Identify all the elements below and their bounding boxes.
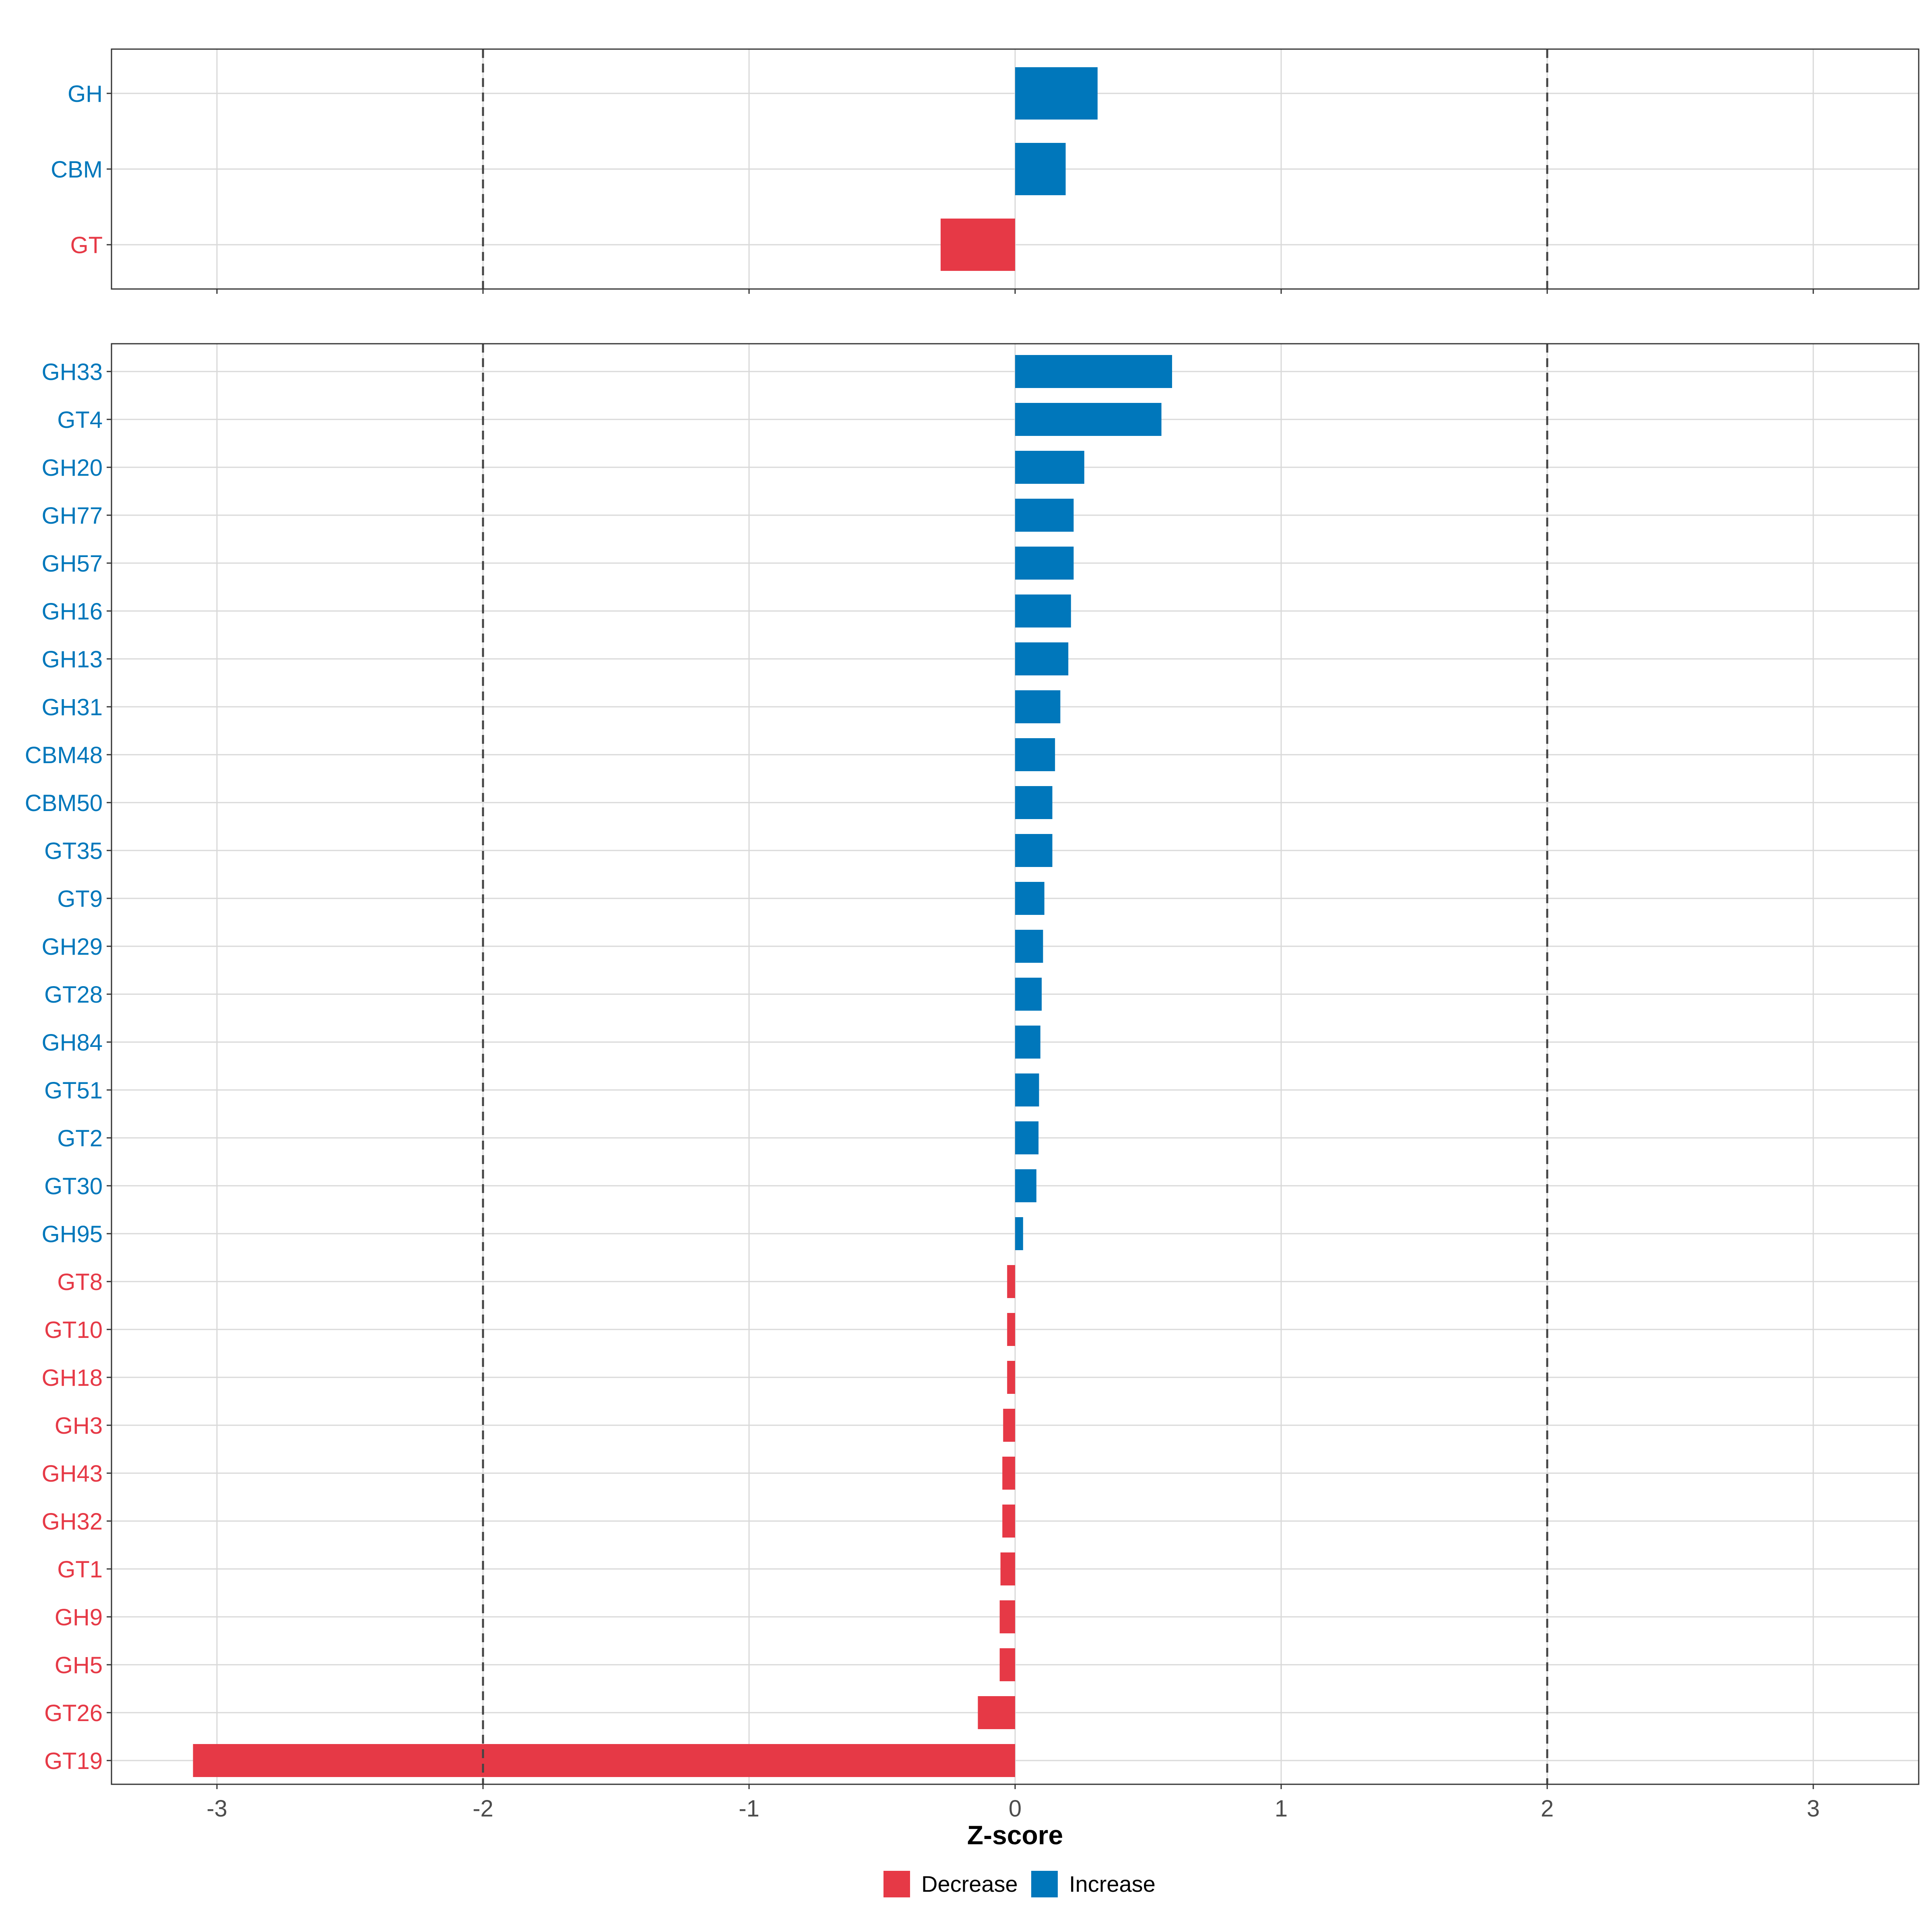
y-tick-label: GT9 (57, 886, 103, 912)
y-tick-label: GH84 (41, 1030, 103, 1056)
x-tick-label: 2 (1541, 1796, 1554, 1822)
bar-gh84 (1015, 1026, 1040, 1059)
y-tick-label: GH77 (41, 503, 103, 529)
bar-gh43 (1002, 1457, 1015, 1490)
bar-gh16 (1015, 594, 1071, 627)
bar-gt (940, 219, 1015, 271)
bar-gt8 (1007, 1265, 1015, 1298)
y-tick-label: GT4 (57, 407, 103, 433)
y-tick-label: CBM48 (25, 742, 103, 768)
bar-gh57 (1015, 547, 1074, 580)
bar-gt28 (1015, 978, 1042, 1011)
y-tick-label: GT1 (57, 1556, 103, 1583)
bar-cbm48 (1015, 738, 1055, 771)
legend-swatch-increase (1031, 1871, 1058, 1897)
x-tick-label: 1 (1275, 1796, 1288, 1822)
bar-gh (1015, 67, 1098, 120)
class-level-panel: GH CBM GT (51, 48, 1920, 294)
bar-gh18 (1007, 1361, 1015, 1394)
y-tick-label: CBM50 (25, 790, 103, 816)
bar-gh33 (1015, 355, 1172, 388)
y-tick-label: GH13 (41, 646, 103, 673)
x-tick-label: 0 (1009, 1796, 1022, 1822)
y-tick-label: GT (70, 232, 103, 258)
y-tick-label: GH32 (41, 1509, 103, 1535)
y-tick-label: GT19 (44, 1748, 103, 1774)
x-tick-label: 3 (1807, 1796, 1820, 1822)
y-tick-label: GH3 (55, 1413, 103, 1439)
legend: Decrease Increase (883, 1871, 1156, 1897)
bar-gh3 (1003, 1409, 1015, 1442)
bar-gh5 (999, 1648, 1015, 1681)
y-tick-label: GH18 (41, 1365, 103, 1391)
x-tick-label: -2 (473, 1796, 493, 1822)
y-tick-label: GT51 (44, 1077, 103, 1104)
y-tick-label: GH20 (41, 455, 103, 481)
x-axis-title: Z-score (967, 1820, 1063, 1850)
y-tick-label: GT28 (44, 982, 103, 1008)
y-tick-label: GH31 (41, 694, 103, 720)
y-tick-label: GH33 (41, 359, 103, 385)
bar-gt1 (1000, 1552, 1015, 1585)
bar-gh77 (1015, 499, 1074, 532)
y-tick-label: GH9 (55, 1604, 103, 1631)
bar-gt26 (978, 1696, 1015, 1729)
y-tick-label: GT26 (44, 1700, 103, 1726)
bar-gt10 (1007, 1313, 1015, 1346)
bar-gh13 (1015, 642, 1069, 675)
bar-gh95 (1015, 1217, 1023, 1250)
bar-gt2 (1015, 1121, 1039, 1154)
bar-cbm (1015, 143, 1066, 195)
bar-gt51 (1015, 1073, 1039, 1106)
bar-gh9 (999, 1600, 1015, 1633)
y-tick-label: GT8 (57, 1269, 103, 1295)
x-tick-label: -3 (206, 1796, 227, 1822)
y-tick-label: GH16 (41, 599, 103, 625)
bar-gh20 (1015, 451, 1084, 484)
bar-gh29 (1015, 930, 1043, 963)
y-tick-label: CBM (51, 157, 103, 183)
y-tick-label: GT10 (44, 1317, 103, 1343)
y-tick-label: GH43 (41, 1461, 103, 1487)
y-tick-label: GH5 (55, 1652, 103, 1678)
y-tick-label: GT35 (44, 838, 103, 864)
bar-gt19 (193, 1744, 1015, 1777)
y-tick-label: GH57 (41, 551, 103, 577)
y-tick-label: GT2 (57, 1125, 103, 1152)
y-tick-label: GT30 (44, 1173, 103, 1199)
y-tick-label: GH29 (41, 934, 103, 960)
y-tick-label: GH (68, 81, 103, 107)
legend-label-decrease: Decrease (921, 1871, 1018, 1897)
bar-gh31 (1015, 690, 1061, 723)
legend-label-increase: Increase (1069, 1871, 1156, 1897)
x-tick-label: -1 (739, 1796, 760, 1822)
bar-gt30 (1015, 1169, 1036, 1202)
y-tick-label: GH95 (41, 1221, 103, 1247)
bar-cbm50 (1015, 786, 1053, 819)
family-level-panel: GH33 GT4 GH20 GH77 GH57 GH16 GH13 GH31 CBM48 CBM5… (25, 343, 1920, 1789)
bar-gt9 (1015, 882, 1044, 915)
bar-gh32 (1002, 1505, 1015, 1538)
bar-gt4 (1015, 403, 1162, 436)
legend-swatch-decrease (883, 1871, 910, 1897)
x-axis: -3 -2 -1 0 1 2 3 (206, 1796, 1820, 1822)
bar-gt35 (1015, 834, 1053, 867)
